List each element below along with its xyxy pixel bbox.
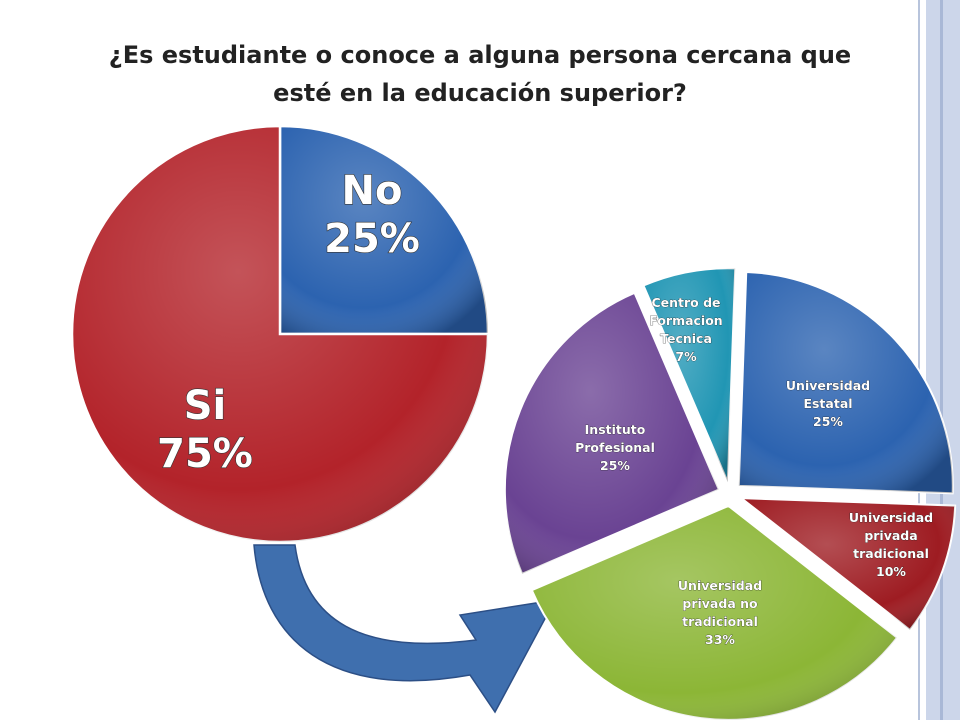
slice-label-centro-de-formacion-tecnica-2: Tecnica (660, 331, 712, 346)
slice-label-centro-de-formacion-tecnica-1: Formacion (649, 313, 722, 328)
pie-slice-centro-de-formacion-tecnica: Centro de Formacion Tecnica 7% (642, 267, 737, 483)
slice-label-universidad-privada-tradicional-1: privada (864, 528, 917, 543)
pie-slice-universidad-estatal: Universidad Estatal 25% (737, 270, 954, 495)
slice-label-centro-de-formacion-tecnica-0: Centro de (651, 295, 720, 310)
pie-slice-universidad-privada-tradicional: Universidad privada tradicional 10% (738, 496, 957, 632)
slice-label-universidad-estatal-0: Universidad (786, 378, 870, 393)
slide-edge-bar (926, 0, 960, 720)
title-line-2: esté en la educación superior? (273, 79, 687, 107)
slice-label-instituto-profesional-1: Profesional (575, 440, 655, 455)
slice-value-label-universidad-estatal: 25% (813, 414, 843, 429)
pie-chart-institution: Universidad Estatal 25% Universidad privada t… (503, 267, 957, 720)
slice-label-universidad-privada-tradicional-0: Universidad (849, 510, 933, 525)
title-line-1: ¿Es estudiante o conoce a alguna persona… (108, 41, 852, 69)
slice-shading-universidad-estatal (738, 271, 953, 494)
slice-value-label-universidad-privada-no-tradicional: 33% (705, 632, 735, 647)
pie-slice-instituto-profesional: Instituto Profesional 25% (503, 291, 721, 576)
slice-shading-si (72, 126, 488, 542)
slice-label-instituto-profesional-0: Instituto (585, 422, 646, 437)
slice-label-universidad-privada-no-tradicional-0: Universidad (678, 578, 762, 593)
connector-arrow (253, 544, 557, 714)
slice-label-universidad-privada-no-tradicional-2: tradicional (682, 614, 758, 629)
slice-value-label-si: 75% (157, 431, 253, 477)
slice-value-label-no: 25% (324, 216, 420, 262)
slide-edge-line (918, 0, 920, 720)
slice-shading-no (280, 126, 488, 334)
slice-label-universidad-privada-tradicional-2: tradicional (853, 546, 929, 561)
slice-value-label-instituto-profesional: 25% (600, 458, 630, 473)
slice-shading-instituto-profesional (504, 292, 719, 574)
pie-slice-universidad-privada-no-tradicional: Universidad privada no tradicional 33% (530, 504, 899, 720)
slice-value-label-centro-de-formacion-tecnica: 7% (675, 349, 697, 364)
slice-label-no-0: No (342, 168, 403, 214)
slice-shading-universidad-privada-tradicional (741, 498, 956, 630)
connector-arrow-body (253, 544, 557, 714)
slide-edge-stripe (940, 0, 943, 720)
slice-label-universidad-privada-no-tradicional-1: privada no (682, 596, 758, 611)
slide-title: ¿Es estudiante o conoce a alguna persona… (40, 36, 920, 112)
slice-value-label-universidad-privada-tradicional: 10% (876, 564, 906, 579)
slice-shading-universidad-privada-no-tradicional (531, 505, 898, 720)
slice-shading-centro-de-formacion-tecnica (643, 268, 736, 483)
slice-label-si-0: Si (184, 383, 227, 429)
slice-label-universidad-estatal-1: Estatal (803, 396, 852, 411)
